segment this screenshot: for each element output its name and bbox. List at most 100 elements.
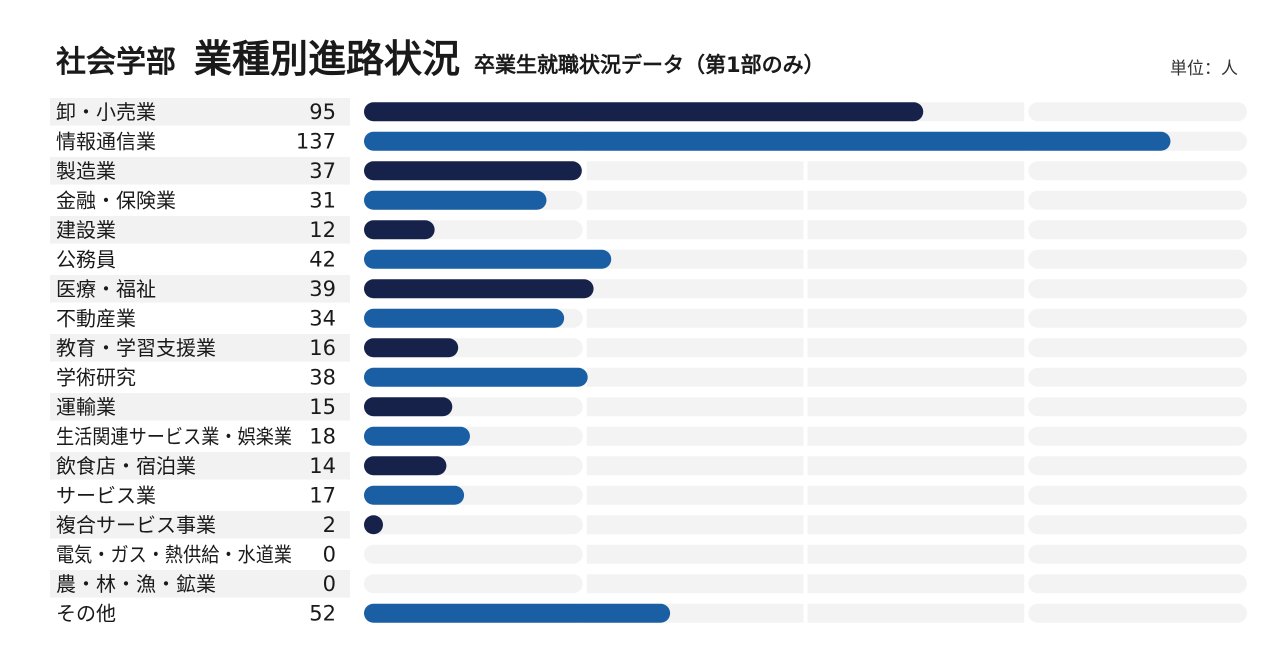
- bar-track-segment: [807, 220, 1025, 240]
- bar-track-segment: [1028, 397, 1247, 417]
- category-label: 運輸業: [56, 395, 116, 419]
- value-label: 0: [323, 542, 336, 566]
- chart-header: 社会学部 業種別進路状況 卒業生就職状況データ（第1部のみ）: [56, 28, 825, 81]
- bar-track-segment: [586, 426, 804, 446]
- bar-track-segment: [807, 338, 1025, 358]
- label-band: [50, 511, 350, 539]
- chart-subtitle: 卒業生就職状況データ（第1部のみ）: [474, 53, 825, 77]
- value-label: 37: [309, 159, 336, 183]
- data-bar: [364, 220, 435, 240]
- bar-track-segment: [1028, 249, 1247, 269]
- label-band: [50, 275, 350, 303]
- bar-track-segment: [586, 161, 804, 181]
- unit-label: 単位：人: [1170, 59, 1238, 79]
- value-label: 0: [323, 572, 336, 596]
- data-bar: [364, 367, 588, 387]
- bar-track-segment: [586, 190, 804, 210]
- bar-track-segment: [1028, 485, 1247, 505]
- bar-track-segment: [807, 161, 1025, 181]
- data-bar: [364, 338, 459, 358]
- category-label: サービス業: [56, 483, 156, 507]
- data-bar: [364, 161, 582, 181]
- bar-track-segment: [586, 308, 804, 328]
- bar-track-segment: [1028, 161, 1247, 181]
- bar-track-segment: [1028, 544, 1247, 564]
- bar-track-segment: [807, 456, 1025, 476]
- value-label: 16: [309, 336, 336, 360]
- label-band: [50, 157, 350, 185]
- data-bar: [364, 515, 383, 535]
- chart-title: 業種別進路状況: [194, 37, 461, 81]
- category-label: 公務員: [56, 247, 116, 271]
- bar-track-segment: [586, 249, 804, 269]
- category-label: 卸・小売業: [56, 100, 156, 124]
- value-label: 15: [309, 395, 336, 419]
- value-label: 18: [309, 424, 336, 448]
- bar-track-segment: [586, 397, 804, 417]
- bar-track-segment: [1028, 456, 1247, 476]
- data-bar: [364, 249, 612, 269]
- value-label: 2: [323, 513, 336, 537]
- bar-track-segment: [1028, 603, 1247, 623]
- category-label: 医療・福祉: [56, 277, 156, 301]
- value-label: 12: [309, 218, 336, 242]
- value-label: 42: [309, 247, 336, 271]
- value-label: 52: [309, 601, 336, 625]
- category-label: 教育・学習支援業: [56, 336, 216, 360]
- label-band: [50, 98, 350, 126]
- value-label: 34: [309, 306, 336, 330]
- bar-track-segment: [364, 515, 583, 535]
- category-label: 電気・ガス・熱供給・水道業: [56, 542, 292, 566]
- bar-track-segment: [586, 574, 804, 594]
- bar-track-segment: [1028, 367, 1247, 387]
- value-label: 14: [309, 454, 336, 478]
- bar-track-segment: [807, 308, 1025, 328]
- bar-track-segment: [1028, 102, 1247, 122]
- category-label: 複合サービス事業: [56, 513, 216, 537]
- bar-track-segment: [807, 367, 1025, 387]
- bar-track-segment: [586, 367, 804, 387]
- label-band: [50, 570, 350, 598]
- label-band: [50, 334, 350, 362]
- label-band: [50, 216, 350, 244]
- bar-track-segment: [586, 485, 804, 505]
- bar-track-segment: [807, 190, 1025, 210]
- bar-track-segment: [807, 574, 1025, 594]
- bar-track-segment: [364, 544, 583, 564]
- data-bar: [364, 190, 547, 210]
- data-bar: [364, 603, 671, 623]
- value-label: 137: [296, 129, 336, 153]
- category-label: 不動産業: [56, 306, 136, 330]
- bar-track-segment: [364, 574, 583, 594]
- category-label: 生活関連サービス業・娯楽業: [56, 424, 292, 448]
- category-label: 建設業: [56, 218, 116, 242]
- category-label: 農・林・漁・鉱業: [56, 572, 216, 596]
- bar-track-segment: [1028, 426, 1247, 446]
- bar-track-segment: [1028, 220, 1247, 240]
- bar-track-segment: [1028, 338, 1247, 358]
- bar-track-segment: [586, 544, 804, 564]
- data-bar: [364, 485, 465, 505]
- bar-track-segment: [586, 456, 804, 476]
- bar-track-segment: [1028, 279, 1247, 299]
- category-label: 情報通信業: [56, 129, 156, 153]
- data-bar: [364, 308, 565, 328]
- category-label: 製造業: [56, 159, 116, 183]
- category-label: 学術研究: [56, 365, 136, 389]
- department-name: 社会学部: [56, 45, 176, 80]
- bar-track-segment: [1028, 515, 1247, 535]
- value-label: 95: [309, 100, 336, 124]
- data-bar: [364, 102, 924, 122]
- data-bar: [364, 279, 594, 299]
- value-label: 38: [309, 365, 336, 389]
- bar-track-segment: [807, 426, 1025, 446]
- bar-track-segment: [807, 515, 1025, 535]
- bar-track-segment: [586, 279, 804, 299]
- data-bar: [364, 456, 447, 476]
- category-label: その他: [56, 601, 116, 625]
- category-label: 飲食店・宿泊業: [56, 454, 196, 478]
- bar-track-segment: [807, 544, 1025, 564]
- data-bar: [364, 397, 453, 417]
- bar-track-segment: [807, 249, 1025, 269]
